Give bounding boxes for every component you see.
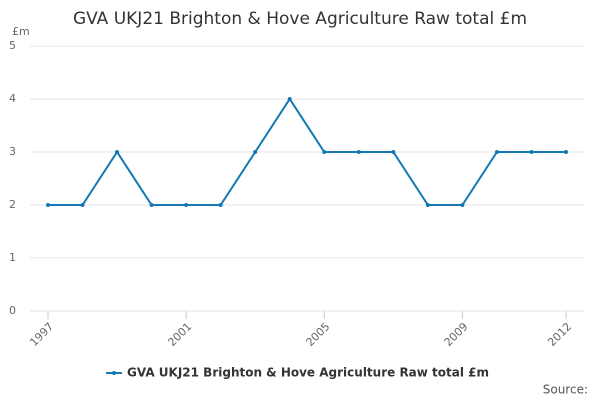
x-tick-label: 2009 (442, 320, 471, 349)
x-tick-label: 2005 (304, 320, 333, 349)
y-tick-label: 5 (9, 39, 16, 52)
point (322, 150, 327, 154)
point (184, 203, 189, 207)
point (253, 150, 258, 154)
x-tick-label: 2012 (545, 320, 574, 349)
x-tick-label: 2001 (165, 320, 194, 349)
y-tick-label: 2 (9, 198, 16, 211)
point (564, 150, 568, 154)
y-axis-label: £m (12, 25, 30, 38)
legend-marker (112, 371, 116, 375)
point (494, 150, 499, 154)
point (46, 203, 50, 207)
point (287, 97, 292, 101)
point (218, 203, 223, 207)
point (529, 150, 534, 154)
point (80, 203, 85, 207)
x-tick-label: 1997 (27, 320, 56, 349)
chart-title: GVA UKJ21 Brighton & Hove Agriculture Ra… (73, 9, 527, 29)
point (115, 150, 120, 154)
y-tick-label: 4 (9, 92, 16, 105)
point (149, 203, 154, 207)
point (460, 203, 465, 207)
y-tick-label: 1 (9, 251, 16, 264)
y-tick-label: 0 (9, 304, 16, 317)
point (356, 150, 361, 154)
point (425, 203, 430, 207)
point (391, 150, 396, 154)
legend-label: GVA UKJ21 Brighton & Hove Agriculture Ra… (127, 366, 489, 380)
y-tick-label: 3 (9, 145, 16, 158)
line (48, 97, 566, 206)
source: Source: (543, 383, 588, 397)
